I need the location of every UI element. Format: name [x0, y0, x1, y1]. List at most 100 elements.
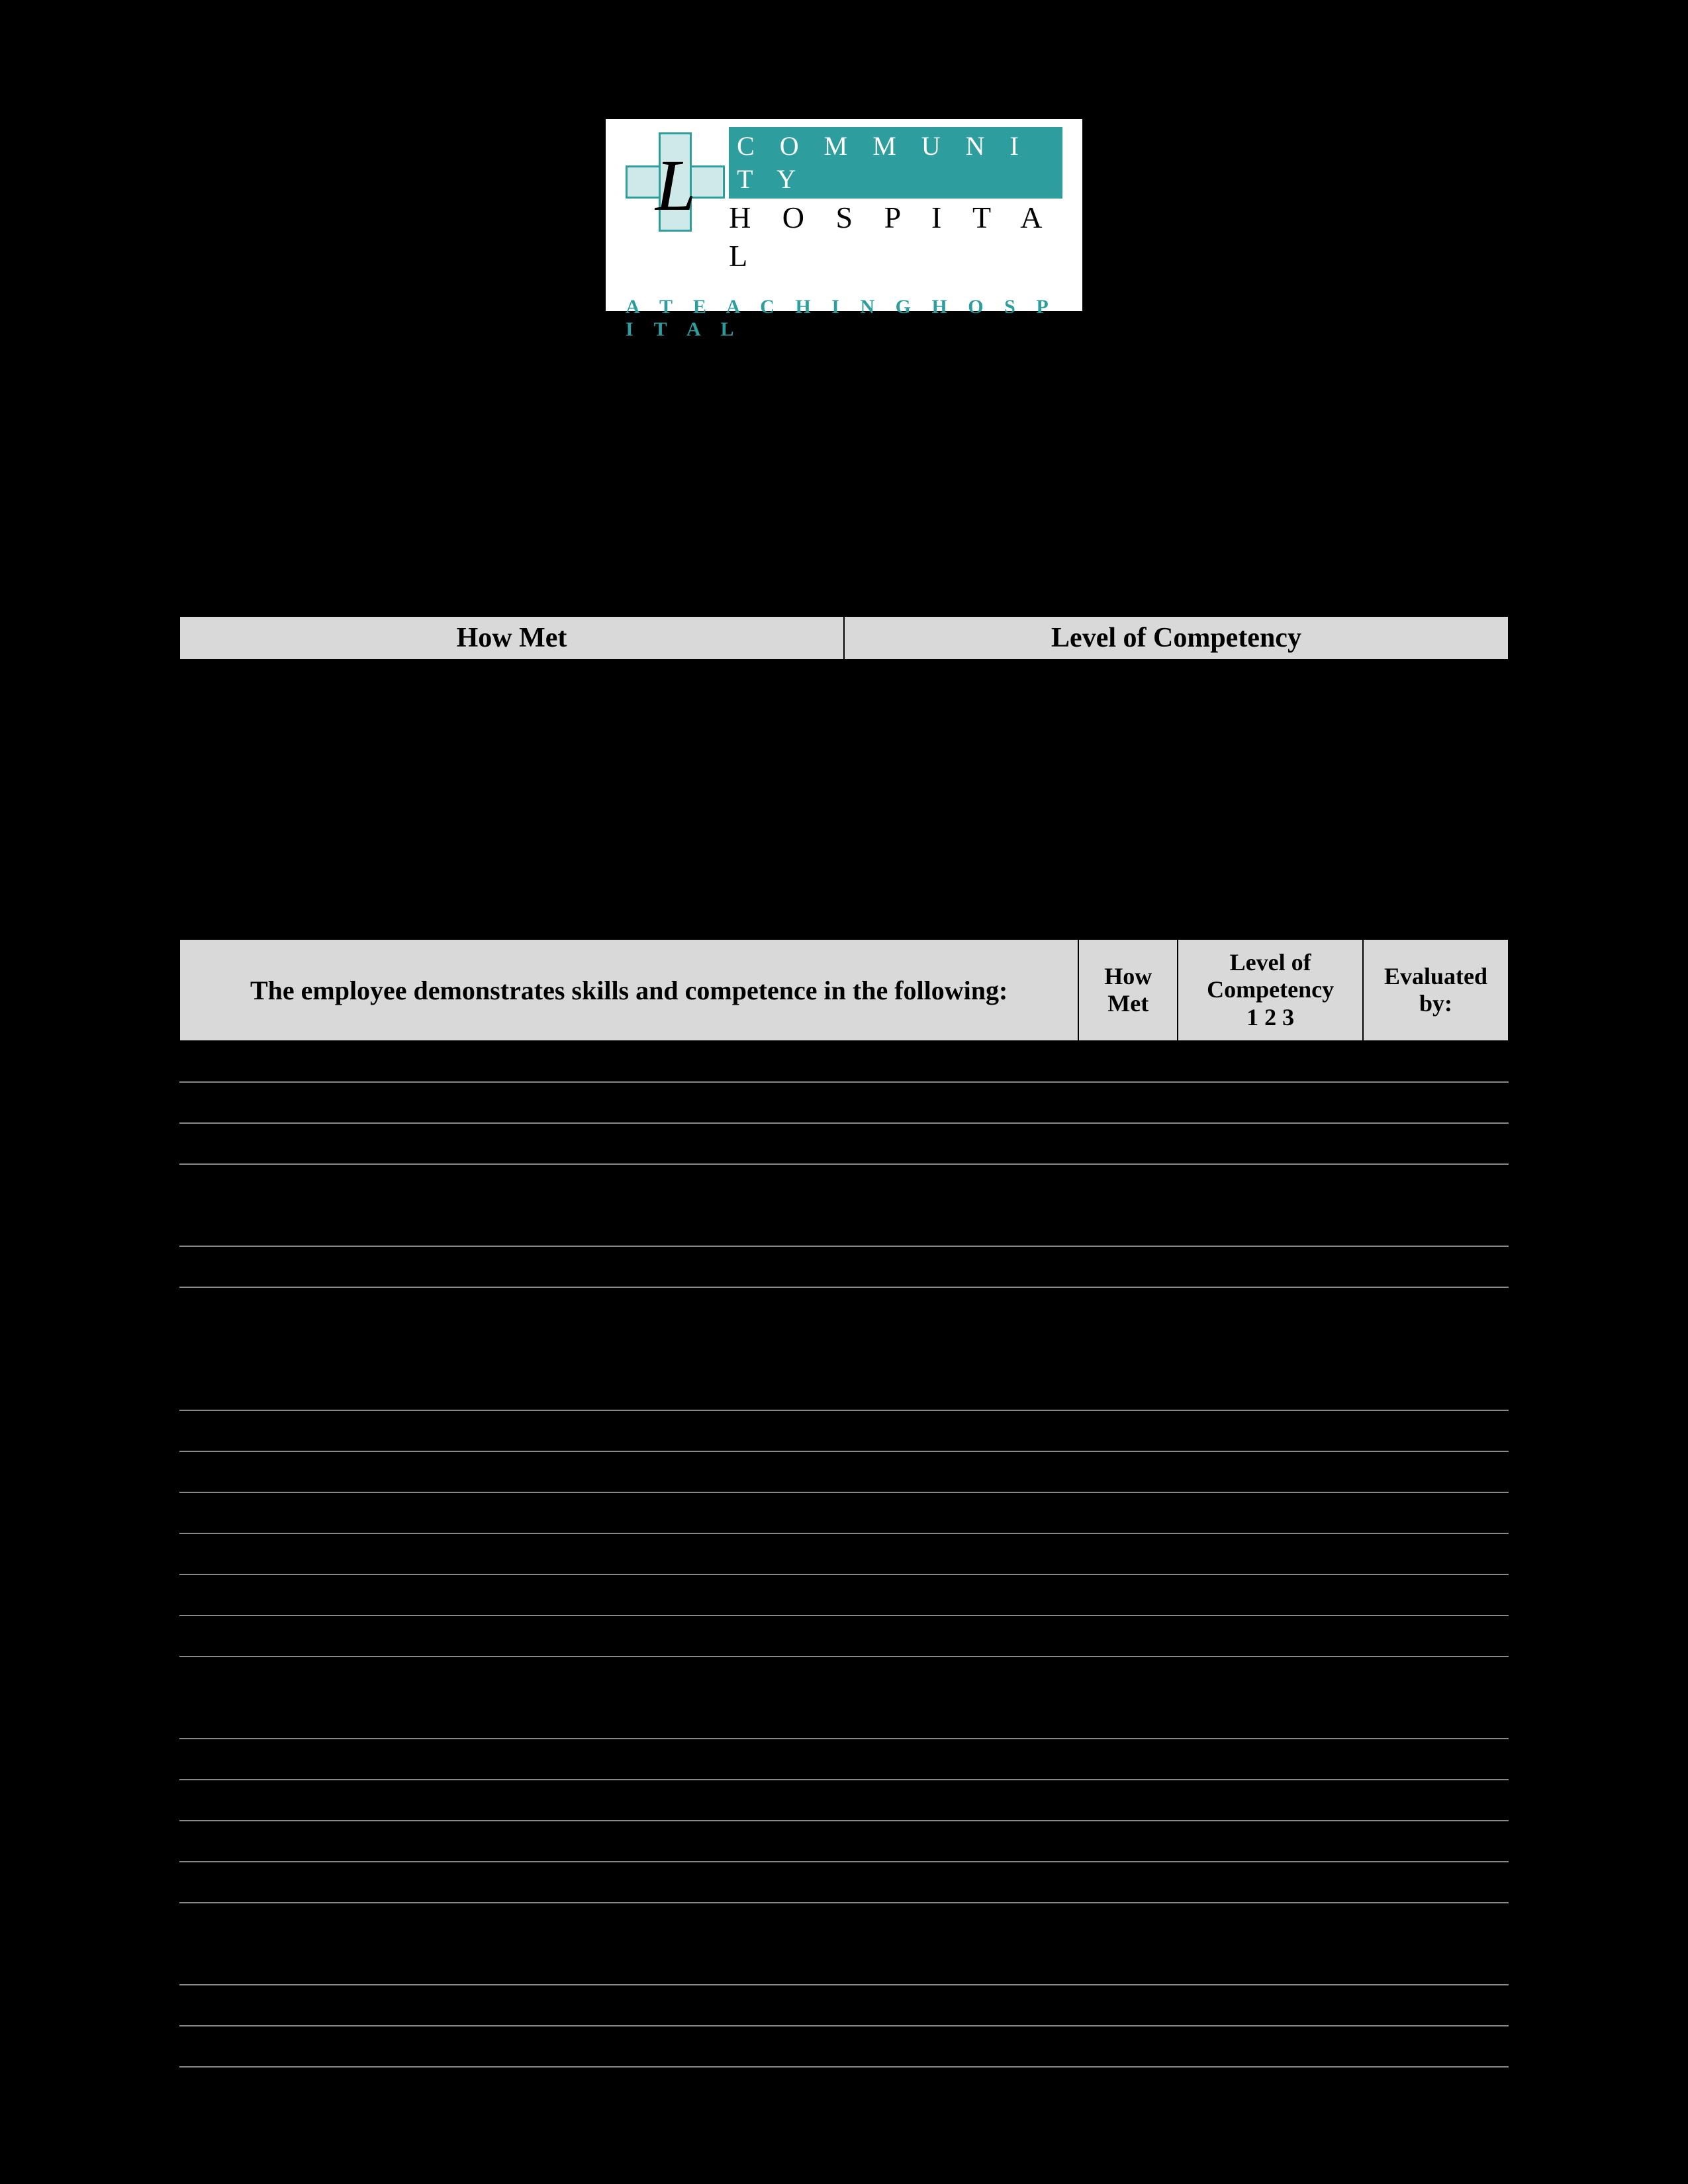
- table-cell: [1363, 1615, 1509, 1657]
- table-row: [179, 1985, 1509, 2026]
- table-cell: [1363, 1410, 1509, 1451]
- table-row: [179, 1410, 1509, 1451]
- table-row: [179, 1287, 1509, 1410]
- table-row: [179, 1821, 1509, 1862]
- table-row: [179, 1451, 1509, 1492]
- table-cell: [1078, 1780, 1178, 1821]
- table-cell: [1178, 1082, 1363, 1123]
- table-cell: [1078, 1451, 1178, 1492]
- table-cell: [1363, 2026, 1509, 2067]
- table-cell: [1363, 1451, 1509, 1492]
- table-cell: [179, 1657, 1078, 1739]
- table-cell: [1178, 1615, 1363, 1657]
- table-cell: [1363, 1862, 1509, 1903]
- logo-top-row: L L A R K I N C O M M U N I T Y H O S P …: [626, 89, 1062, 275]
- medical-cross-icon: L: [626, 132, 710, 232]
- table-cell: [179, 1533, 1078, 1574]
- competency-table: The employee demonstrates skills and com…: [179, 938, 1509, 2068]
- table-cell: [179, 1574, 1078, 1615]
- table-cell: [1078, 1574, 1178, 1615]
- page-root: L L A R K I N C O M M U N I T Y H O S P …: [0, 0, 1688, 2184]
- table-cell: [1178, 1533, 1363, 1574]
- table-cell: [179, 1615, 1078, 1657]
- table-cell: [1178, 1123, 1363, 1164]
- table-cell: [1078, 1410, 1178, 1451]
- table-cell: [1178, 1164, 1363, 1246]
- table-cell: [1363, 1657, 1509, 1739]
- table-cell: [1178, 1492, 1363, 1533]
- table-row: [179, 1574, 1509, 1615]
- table-cell: [1078, 1821, 1178, 1862]
- table-cell: [1078, 1246, 1178, 1287]
- table-cell: [1178, 1821, 1363, 1862]
- table-cell: [1178, 1903, 1363, 1985]
- table-cell: [1363, 1533, 1509, 1574]
- table-cell: [1178, 1041, 1363, 1082]
- main-header-level: Level ofCompetency1 2 3: [1178, 939, 1363, 1041]
- table-cell: [179, 1164, 1078, 1246]
- main-header-row: The employee demonstrates skills and com…: [179, 939, 1509, 1041]
- logo-text: L A R K I N C O M M U N I T Y H O S P I …: [729, 89, 1062, 275]
- table-cell: [179, 1862, 1078, 1903]
- table-cell: [1178, 1657, 1363, 1739]
- table-row: [179, 1041, 1509, 1082]
- competency-table-body: [179, 1041, 1509, 2067]
- table-cell: [1178, 1985, 1363, 2026]
- table-cell: [1363, 1739, 1509, 1780]
- table-cell: [1078, 1492, 1178, 1533]
- table-cell: [1078, 1657, 1178, 1739]
- logo-line3: H O S P I T A L: [729, 199, 1062, 275]
- table-cell: [1078, 1739, 1178, 1780]
- legend-body-row: [179, 660, 1509, 858]
- table-cell: [1363, 1082, 1509, 1123]
- table-row: [179, 1780, 1509, 1821]
- table-cell: [1363, 1164, 1509, 1246]
- table-cell: [1078, 1082, 1178, 1123]
- table-row: [179, 1615, 1509, 1657]
- table-cell: [1078, 1041, 1178, 1082]
- table-cell: [1363, 1821, 1509, 1862]
- table-cell: [1178, 1410, 1363, 1451]
- table-cell: [1078, 1287, 1178, 1410]
- main-header-eval: Evaluatedby:: [1363, 939, 1509, 1041]
- table-cell: [179, 1780, 1078, 1821]
- table-cell: [1178, 1574, 1363, 1615]
- table-row: [179, 1533, 1509, 1574]
- legend-header-how-met: How Met: [179, 616, 844, 660]
- table-cell: [1363, 1287, 1509, 1410]
- table-row: [179, 1082, 1509, 1123]
- table-row: [179, 1862, 1509, 1903]
- table-cell: [179, 1041, 1078, 1082]
- table-cell: [179, 1739, 1078, 1780]
- table-cell: [1178, 1739, 1363, 1780]
- table-cell: [1078, 2026, 1178, 2067]
- table-cell: [1078, 1985, 1178, 2026]
- logo-line2: C O M M U N I T Y: [729, 127, 1062, 199]
- table-cell: [1178, 1246, 1363, 1287]
- table-cell: [1178, 1862, 1363, 1903]
- table-cell: [1078, 1123, 1178, 1164]
- table-cell: [179, 1451, 1078, 1492]
- main-header-skills: The employee demonstrates skills and com…: [179, 939, 1078, 1041]
- table-row: [179, 1739, 1509, 1780]
- table-row: [179, 2026, 1509, 2067]
- table-cell: [1078, 1615, 1178, 1657]
- table-cell: [1178, 1287, 1363, 1410]
- table-row: [179, 1492, 1509, 1533]
- table-cell: [179, 1287, 1078, 1410]
- table-cell: [1363, 1985, 1509, 2026]
- legend-cell-level: [844, 660, 1509, 858]
- table-cell: [1363, 1041, 1509, 1082]
- table-cell: [179, 1410, 1078, 1451]
- table-row: [179, 1903, 1509, 1985]
- table-cell: [179, 1082, 1078, 1123]
- table-cell: [1078, 1533, 1178, 1574]
- table-cell: [1363, 1492, 1509, 1533]
- table-cell: [179, 1985, 1078, 2026]
- table-cell: [1363, 1123, 1509, 1164]
- table-cell: [1178, 2026, 1363, 2067]
- table-cell: [1078, 1903, 1178, 1985]
- logo-subtitle: A T E A C H I N G H O S P I T A L: [626, 296, 1062, 341]
- table-cell: [1178, 1451, 1363, 1492]
- table-row: [179, 1164, 1509, 1246]
